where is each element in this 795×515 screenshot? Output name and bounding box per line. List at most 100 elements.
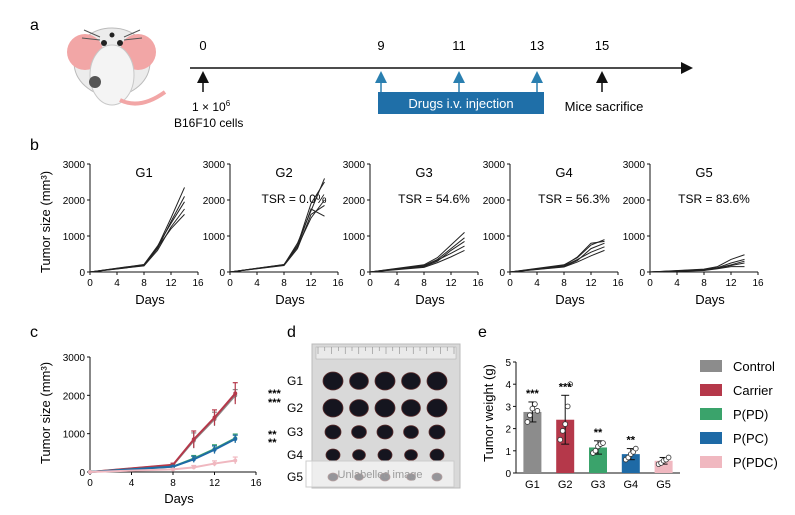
tumor-specimen: [426, 371, 448, 391]
e-data-point: [665, 454, 672, 461]
e-data-point: [559, 428, 566, 434]
c-xtick-label: 16: [250, 478, 262, 489]
b-G1-xtick-label: 0: [87, 278, 93, 289]
e-data-point: [564, 403, 571, 410]
c-significance-label: ***: [268, 397, 282, 409]
b-G3-ytick-label: 1000: [343, 232, 366, 243]
b-G4-xtick-label: 4: [534, 278, 540, 289]
e-ytick-label: 4: [505, 380, 511, 391]
e-significance-label: **: [594, 427, 603, 439]
tumor-specimen: [322, 398, 344, 418]
tumor-specimen: [429, 448, 445, 462]
b-G4-ytick-label: 0: [499, 268, 505, 279]
tumor-specimen: [351, 425, 367, 439]
e-xtick-label: G2: [558, 479, 573, 491]
b-G1-series-line-3: [89, 201, 185, 273]
b-G1-series-line-2: [89, 196, 185, 273]
c-xtick-label: 4: [129, 478, 135, 489]
b-G1-ytick-label: 0: [79, 268, 85, 279]
watermark-text: Unlabelled image: [338, 469, 423, 481]
e-bar-g1: [523, 411, 542, 473]
b-G2-xtick-label: 8: [281, 278, 287, 289]
timeline-day-0: 0: [199, 38, 206, 53]
c-data-point: [191, 465, 196, 470]
legend: Control Carrier P(PD) P(PC) P(PDC): [700, 359, 778, 470]
tumor-row-label-g5: G5: [287, 470, 303, 484]
e-ylabel: Tumor weight (g): [481, 364, 496, 462]
tumor-specimen: [401, 372, 421, 390]
b-G1-title: G1: [135, 165, 152, 180]
legend-label: P(PDC): [733, 455, 778, 470]
b-G5-xlabel: Days: [695, 292, 725, 307]
c-significance-label: **: [268, 437, 277, 449]
c-data-point: [233, 437, 238, 442]
b-G5-tsr-annotation: TSR = 83.6%: [678, 192, 750, 206]
legend-label: P(PD): [733, 407, 768, 422]
b-G3-xtick-label: 12: [445, 278, 457, 289]
panel-label-e: e: [478, 324, 487, 341]
c-ytick-label: 0: [79, 468, 85, 479]
panel-e-plot: 0 1 2 3 4 5 *** G1 *** G2 ** G3 ** G4 G5: [505, 358, 680, 491]
b-G5-xtick-label: 4: [674, 278, 680, 289]
panel-label-b: b: [30, 137, 39, 154]
e-significance-label: **: [627, 435, 636, 447]
b-G5-ytick-label: 0: [639, 268, 645, 279]
b-G2-xtick-label: 16: [332, 278, 344, 289]
tumor-specimen: [349, 372, 369, 390]
c-significance-label: **: [268, 429, 277, 441]
b-G3-tsr-annotation: TSR = 54.6%: [398, 192, 470, 206]
e-bar-g2: [556, 419, 575, 473]
tumor-specimen: [376, 424, 394, 440]
e-significance-label: ***: [559, 381, 573, 393]
e-ytick-label: 2: [505, 425, 511, 436]
e-xtick-label: G3: [591, 479, 606, 491]
b-G2-xlabel: Days: [275, 292, 305, 307]
c-ylabel: Tumor size (mm³): [38, 362, 53, 464]
b-G1-xlabel: Days: [135, 292, 165, 307]
b-G5-xtick-label: 12: [725, 278, 737, 289]
b-G2-xtick-label: 4: [254, 278, 260, 289]
c-data-point: [88, 470, 92, 474]
e-ytick-label: 1: [505, 447, 511, 458]
tumor-specimen: [401, 399, 421, 417]
b-G5-xtick-label: 0: [647, 278, 653, 289]
e-data-point: [592, 447, 599, 454]
tumor-specimen: [322, 371, 344, 391]
tumor-specimen: [324, 424, 342, 440]
timeline-day-15: 15: [595, 38, 609, 53]
tumor-specimen: [404, 449, 418, 461]
e-significance-label: ***: [526, 388, 540, 400]
b-G5-xtick-label: 16: [752, 278, 764, 289]
b-G1-xtick-label: 12: [165, 278, 177, 289]
b-G4-series-line-4: [509, 246, 605, 273]
legend-swatch: [700, 384, 722, 396]
b-G2-ytick-label: 2000: [203, 196, 226, 207]
injection-box: [378, 92, 544, 114]
b-G4-series-line-5: [509, 249, 605, 273]
c-series-line-4: [89, 438, 236, 473]
panel-a: a 0 9 11 13 15 1 × 106 B16F10 cells: [30, 17, 693, 130]
tumor-specimen: [352, 449, 366, 461]
b-G4-tsr-annotation: TSR = 56.3%: [538, 192, 610, 206]
tumor-row-label-g1: G1: [287, 374, 303, 388]
panel-d: d G1 G2 G3 G4 G5 Unlabelled image: [287, 324, 461, 489]
legend-swatch: [700, 456, 722, 468]
b-G5-ytick-label: 1000: [623, 232, 646, 243]
c-significance-label: ***: [268, 388, 282, 400]
c-data-point: [171, 467, 175, 472]
b-G3-ytick-label: 3000: [343, 160, 366, 171]
b-G4-xtick-label: 16: [612, 278, 624, 289]
c-series-line-2: [89, 392, 237, 473]
b-G1-ytick-label: 2000: [63, 196, 86, 207]
injection-label: Drugs i.v. injection: [408, 96, 513, 111]
b-G5-title: G5: [695, 165, 712, 180]
b-G5-series-line-5: [649, 266, 745, 273]
c-xtick-label: 0: [87, 478, 93, 489]
e-data-point: [532, 401, 538, 407]
b-G4-xlabel: Days: [555, 292, 585, 307]
timeline-day-11: 11: [452, 38, 466, 53]
legend-label: Carrier: [733, 383, 773, 398]
b-G3-ytick-label: 2000: [343, 196, 366, 207]
b-G2-xtick-label: 0: [227, 278, 233, 289]
